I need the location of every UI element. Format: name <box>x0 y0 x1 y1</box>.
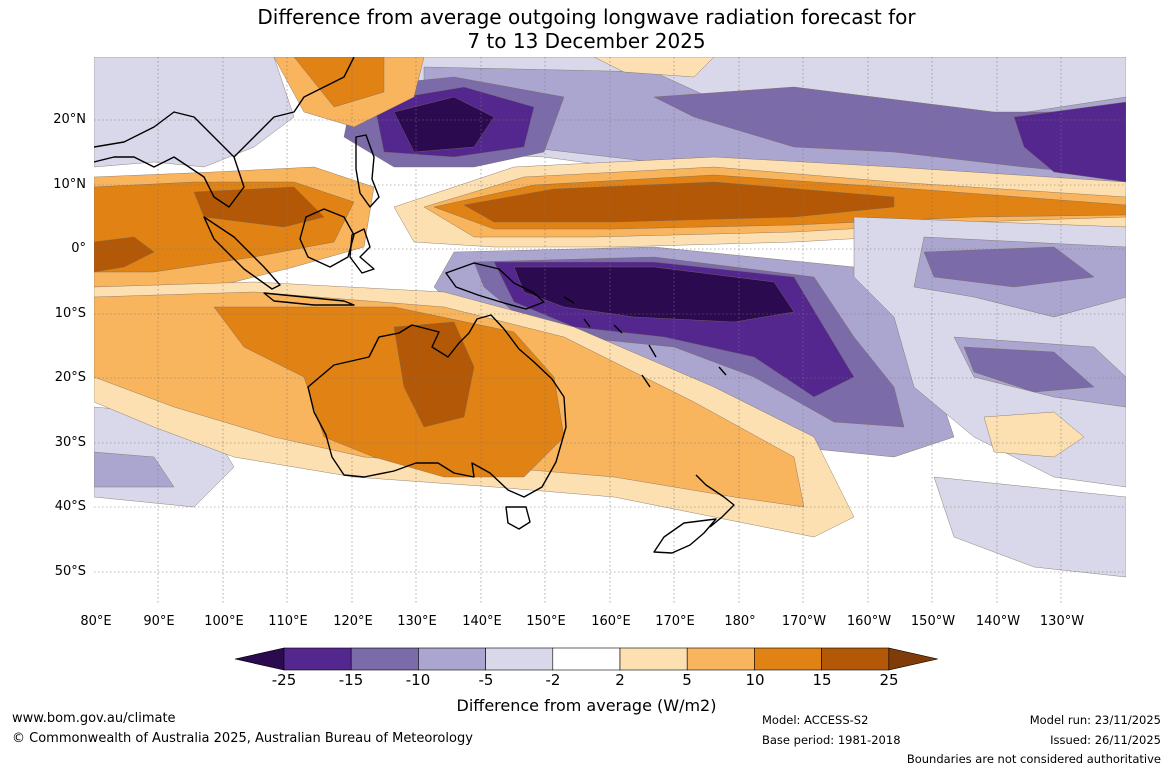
lon-label-160e: 160°E <box>591 614 631 629</box>
bom-url: www.bom.gov.au/climate <box>12 711 176 726</box>
colorbar-arrow-high <box>888 647 938 671</box>
colorbar-segment <box>283 647 352 671</box>
olr-anomaly-map <box>94 57 1126 605</box>
lat-label-20n: 20°N <box>53 112 86 127</box>
lon-label-150e: 150°E <box>526 614 566 629</box>
lon-label-110e: 110°E <box>268 614 308 629</box>
colorbar-tick-25: 25 <box>879 671 899 689</box>
colorbar-segment <box>619 647 688 671</box>
lat-label-0: 0° <box>71 241 86 256</box>
lon-label-100e: 100°E <box>204 614 244 629</box>
base-period: Base period: 1981-2018 <box>762 733 901 747</box>
asia-mainland-coastline <box>94 57 355 208</box>
chart-title: Difference from average outgoing longwav… <box>0 5 1173 53</box>
lon-label-150w: 150°W <box>910 614 956 629</box>
lat-label-30s: 30°S <box>54 435 86 450</box>
lon-label-170e: 170°E <box>655 614 695 629</box>
tasmania-coastline <box>505 506 531 530</box>
model-run-date: Model run: 23/11/2025 <box>1029 713 1161 727</box>
colorbar-tick-2: 2 <box>615 671 625 689</box>
lon-label-80e: 80°E <box>80 614 112 629</box>
colorbar-arrow-low <box>234 647 285 671</box>
lon-label-140e: 140°E <box>462 614 502 629</box>
coastlines <box>94 57 735 554</box>
anomaly-fields <box>94 57 1126 578</box>
lon-label-90e: 90°E <box>143 614 175 629</box>
colorbar-segment <box>552 647 621 671</box>
colorbar-segment <box>686 647 755 671</box>
pacific-islands-coastline <box>563 296 727 388</box>
new-guinea-coastline <box>445 262 545 310</box>
lon-label-170w: 170°W <box>781 614 827 629</box>
borneo-coastline <box>299 208 355 268</box>
issued-date: Issued: 26/11/2025 <box>1050 733 1161 747</box>
colorbar-tick-5: 5 <box>682 671 692 689</box>
lon-label-180: 180° <box>724 614 756 629</box>
philippines-coastline <box>355 134 380 208</box>
new-zealand-coastline <box>653 474 735 554</box>
colorbar-segment <box>418 647 486 671</box>
colorbar-label: Difference from average (W/m2) <box>456 696 717 715</box>
colorbar-tick-15: 15 <box>812 671 832 689</box>
colorbar-tick-minus-10: -10 <box>405 671 431 689</box>
colorbar-segments <box>234 647 938 671</box>
sumatra-java-coastline <box>203 216 355 306</box>
colorbar <box>234 647 938 671</box>
lon-label-160w: 160°W <box>846 614 892 629</box>
boundaries-disclaimer: Boundaries are not considered authoritat… <box>906 752 1161 766</box>
copyright-text: © Commonwealth of Australia 2025, Austra… <box>12 731 473 746</box>
colorbar-segment <box>821 647 890 671</box>
lat-label-20s: 20°S <box>54 370 86 385</box>
colorbar-segment <box>485 647 554 671</box>
lon-label-140w: 140°W <box>975 614 1021 629</box>
colorbar-segment <box>754 647 822 671</box>
lon-label-130w: 130°W <box>1039 614 1085 629</box>
colorbar-tick-10: 10 <box>745 671 765 689</box>
lat-label-10s: 10°S <box>54 306 86 321</box>
lat-label-50s: 50°S <box>54 564 86 579</box>
title-line-2: 7 to 13 December 2025 <box>467 29 706 53</box>
colorbar-tick-minus-25: -25 <box>271 671 297 689</box>
title-line-1: Difference from average outgoing longwav… <box>257 5 916 29</box>
colorbar-segment <box>350 647 419 671</box>
graticule <box>94 57 1126 605</box>
colorbar-tick-minus-15: -15 <box>338 671 364 689</box>
model-name: Model: ACCESS-S2 <box>762 713 869 727</box>
colorbar-tick-minus-2: -2 <box>545 671 561 689</box>
colorbar-tick-minus-5: -5 <box>478 671 494 689</box>
australia-coastline <box>307 314 567 498</box>
lon-label-130e: 130°E <box>397 614 437 629</box>
lat-label-40s: 40°S <box>54 499 86 514</box>
lat-label-10n: 10°N <box>53 177 86 192</box>
lon-label-120e: 120°E <box>333 614 373 629</box>
sulawesi-coastline <box>349 228 375 274</box>
